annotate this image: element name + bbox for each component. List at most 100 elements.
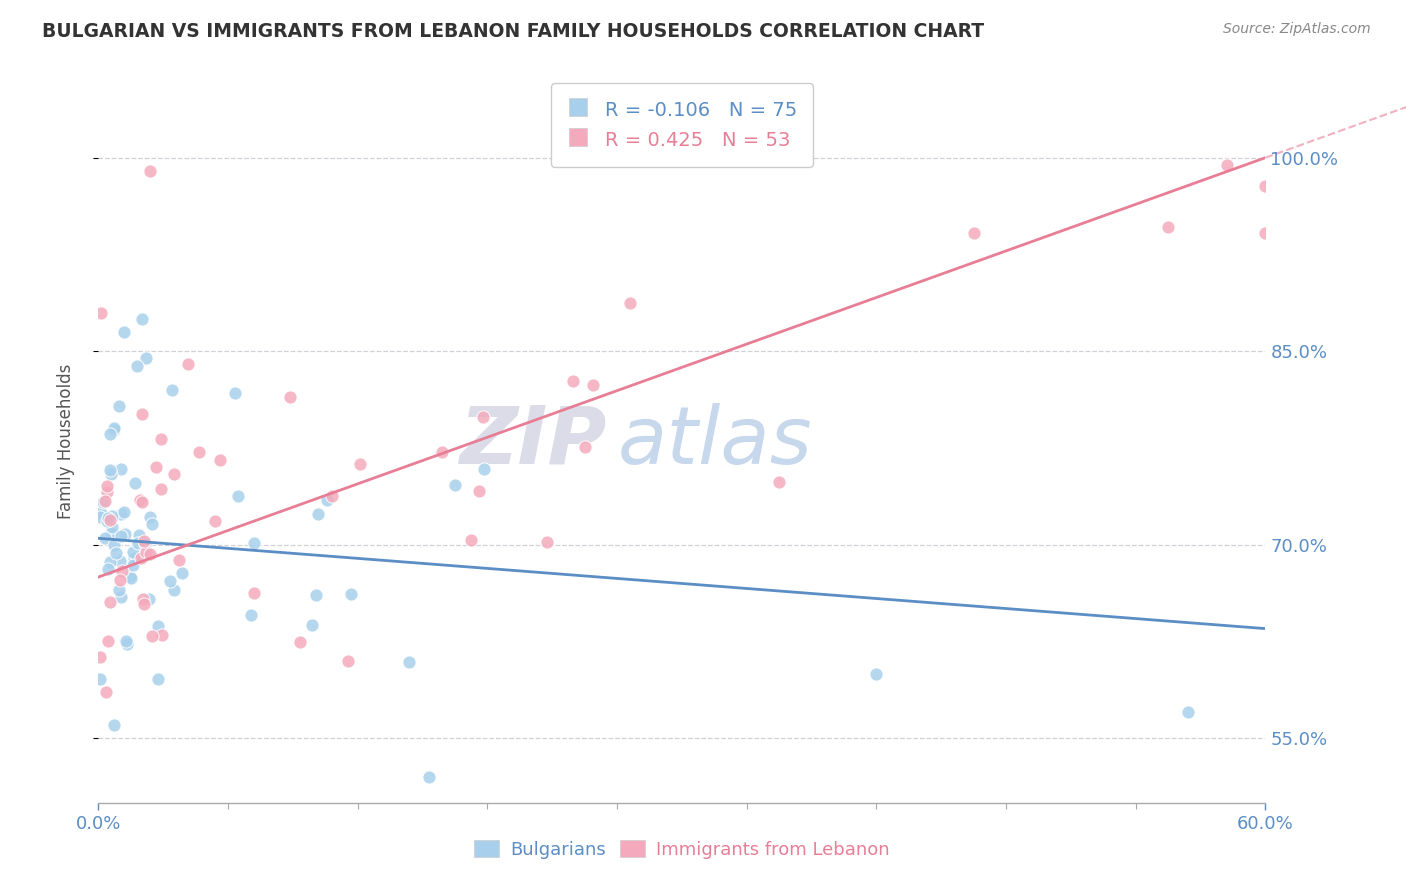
Point — [176, 357, 198, 371]
Point — [115, 634, 138, 648]
Point — [619, 296, 641, 310]
Point — [122, 558, 145, 573]
Point — [110, 462, 132, 476]
Point — [131, 592, 153, 607]
Point — [1254, 226, 1277, 240]
Point — [163, 582, 186, 597]
Point — [97, 562, 120, 576]
Text: ZIP: ZIP — [458, 402, 606, 481]
Point — [536, 534, 558, 549]
Point — [111, 565, 134, 579]
Point — [94, 532, 117, 546]
Point — [135, 545, 157, 559]
Point — [131, 494, 153, 508]
Point — [146, 619, 169, 633]
Point — [98, 595, 121, 609]
Point — [224, 386, 246, 401]
Point — [398, 655, 420, 669]
Point — [187, 445, 209, 459]
Point — [865, 666, 887, 681]
Point — [321, 490, 343, 504]
Point — [278, 390, 301, 404]
Point — [301, 618, 323, 632]
Point — [122, 550, 145, 565]
Point — [125, 359, 148, 374]
Point — [132, 534, 155, 549]
Point — [120, 571, 142, 585]
Point — [105, 546, 128, 560]
Point — [163, 467, 186, 481]
Text: BULGARIAN VS IMMIGRANTS FROM LEBANON FAMILY HOUSEHOLDS CORRELATION CHART: BULGARIAN VS IMMIGRANTS FROM LEBANON FAM… — [42, 22, 984, 41]
Point — [149, 432, 172, 446]
Point — [307, 507, 329, 521]
Point — [336, 654, 359, 668]
Point — [103, 538, 125, 552]
Point — [148, 672, 170, 686]
Point — [128, 527, 150, 541]
Point — [127, 536, 149, 550]
Point — [89, 673, 111, 687]
Point — [91, 495, 114, 509]
Point — [139, 509, 162, 524]
Point — [100, 427, 122, 442]
Point — [100, 508, 122, 523]
Point — [240, 607, 263, 622]
Point — [128, 493, 150, 508]
Point — [167, 552, 190, 566]
Point — [349, 457, 371, 471]
Point — [114, 527, 136, 541]
Point — [1157, 220, 1180, 235]
Point — [89, 649, 111, 664]
Point — [160, 383, 183, 397]
Point — [305, 588, 328, 602]
Point — [170, 566, 193, 580]
Text: Source: ZipAtlas.com: Source: ZipAtlas.com — [1223, 22, 1371, 37]
Point — [315, 492, 337, 507]
Point — [204, 514, 226, 528]
Point — [1177, 706, 1199, 720]
Point — [103, 423, 125, 437]
Point — [96, 514, 118, 528]
Point — [340, 586, 363, 600]
Point — [96, 479, 118, 493]
Point — [132, 597, 155, 611]
Point — [90, 305, 112, 319]
Point — [131, 407, 153, 421]
Point — [98, 556, 121, 570]
Point — [108, 573, 131, 587]
Text: atlas: atlas — [617, 402, 813, 481]
Point — [444, 478, 467, 492]
Point — [468, 483, 491, 498]
Point — [243, 536, 266, 550]
Point — [149, 483, 172, 497]
Point — [145, 459, 167, 474]
Point — [962, 226, 984, 240]
Point — [141, 516, 163, 531]
Point — [226, 489, 249, 503]
Point — [150, 628, 173, 642]
Point — [131, 551, 153, 566]
Point — [112, 325, 135, 339]
Point — [159, 574, 181, 588]
Point — [135, 351, 157, 365]
Point — [561, 374, 583, 388]
Point — [94, 494, 117, 508]
Point — [139, 547, 162, 561]
Point — [243, 586, 266, 600]
Point — [138, 592, 160, 607]
Point — [98, 513, 121, 527]
Point — [472, 461, 495, 475]
Point — [124, 475, 146, 490]
Point — [110, 508, 132, 522]
Point — [141, 628, 163, 642]
Point — [89, 510, 111, 524]
Point — [90, 506, 112, 520]
Point — [131, 312, 153, 326]
Legend: Bulgarians, Immigrants from Lebanon: Bulgarians, Immigrants from Lebanon — [467, 833, 897, 866]
Point — [110, 529, 132, 543]
Point — [768, 475, 790, 490]
Point — [139, 163, 162, 178]
Point — [418, 770, 440, 784]
Point — [460, 533, 482, 547]
Point — [1254, 178, 1277, 193]
